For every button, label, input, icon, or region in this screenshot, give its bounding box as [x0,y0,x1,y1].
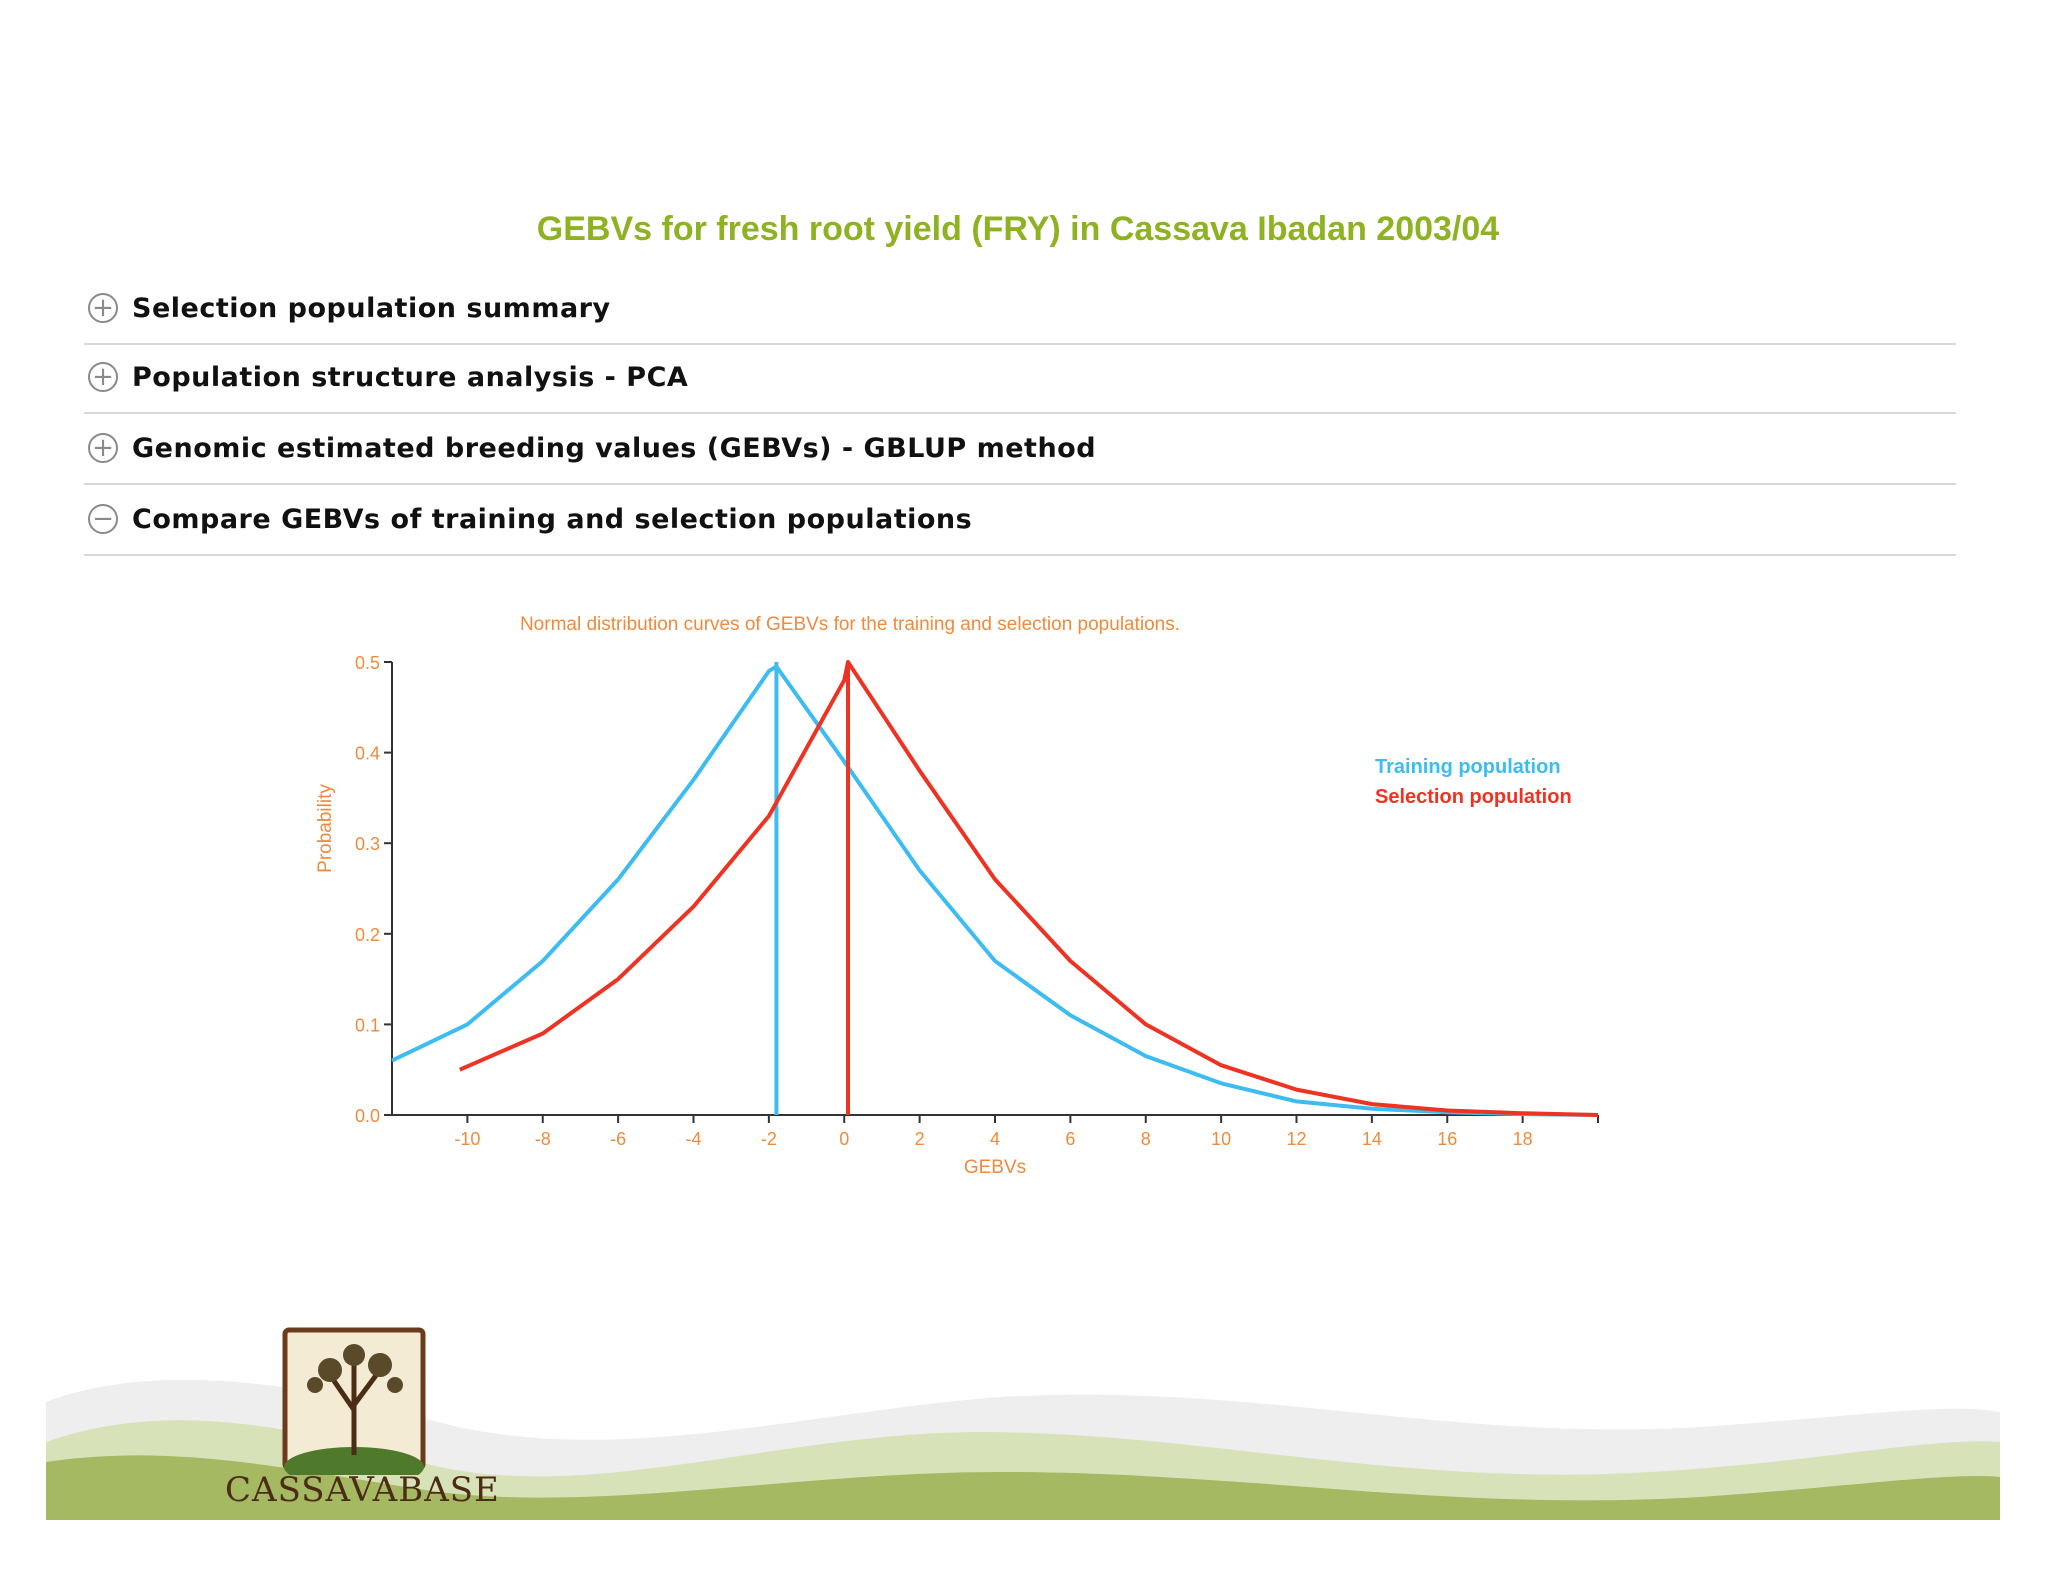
chart-title: Normal distribution curves of GEBVs for … [520,614,1180,635]
x-tick-label: -10 [454,1129,480,1149]
plus-circle-icon[interactable]: + [88,433,118,463]
plus-circle-icon[interactable]: + [88,293,118,323]
section-label: Genomic estimated breeding values (GEBVs… [132,432,1097,464]
plus-circle-icon[interactable]: + [88,362,118,392]
hills-decoration [46,1379,2000,1582]
y-tick-label: 0.4 [355,744,380,764]
section-gebvs-gblup[interactable]: + Genomic estimated breeding values (GEB… [84,413,1956,485]
cassavabase-logo-icon [282,1327,426,1475]
x-tick-label: 2 [915,1129,925,1149]
x-tick-label: -6 [610,1129,626,1149]
section-label: Population structure analysis - PCA [132,361,689,393]
y-axis-label: Probability [315,784,336,873]
section-selection-population-summary[interactable]: + Selection population summary [84,273,1956,345]
x-tick-label: 4 [990,1129,1000,1149]
gebv-distribution-chart: Normal distribution curves of GEBVs for … [315,614,1599,1178]
y-tick-label: 0.0 [355,1106,380,1126]
y-tick-label: 0.2 [355,925,380,945]
x-tick-label: 12 [1286,1129,1306,1149]
section-label: Compare GEBVs of training and selection … [132,503,973,535]
x-tick-label: 14 [1362,1129,1382,1149]
y-tick-label: 0.1 [355,1015,380,1035]
section-compare-gebvs[interactable]: − Compare GEBVs of training and selectio… [84,484,1956,556]
x-tick-label: -2 [761,1129,777,1149]
selection-population-legend: Selection population [1375,786,1572,808]
x-tick-label: 10 [1211,1129,1231,1149]
selection-population-curve [459,660,1599,1117]
x-axis-label: GEBVs [964,1157,1026,1178]
x-tick-label: -8 [535,1129,551,1149]
section-population-structure-pca[interactable]: + Population structure analysis - PCA [84,342,1956,414]
x-tick-label: 0 [839,1129,849,1149]
x-tick-label: -4 [685,1129,701,1149]
section-label: Selection population summary [132,292,611,324]
x-tick-label: 16 [1437,1129,1457,1149]
x-tick-label: 8 [1141,1129,1151,1149]
y-tick-label: 0.3 [355,834,380,854]
x-tick-label: 18 [1513,1129,1533,1149]
minus-circle-icon[interactable]: − [88,504,118,534]
training-population-legend: Training population [1375,756,1561,778]
x-tick-label: 6 [1065,1129,1075,1149]
y-tick-label: 0.5 [355,653,380,673]
page-title: GEBVs for fresh root yield (FRY) in Cass… [536,210,1500,248]
training-population-curve [391,664,1599,1117]
logo-wordmark: CASSAVABASE [225,1470,500,1510]
